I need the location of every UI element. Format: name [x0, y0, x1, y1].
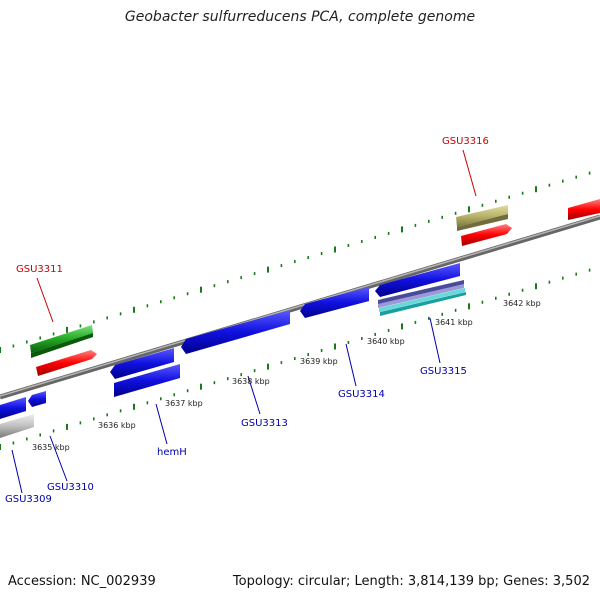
genome-stats-text: Topology: circular; Length: 3,814,139 bp… — [232, 574, 590, 589]
accession-text: Accession: NC_002939 — [8, 574, 156, 589]
label-GSU3310[interactable]: GSU3310 — [47, 482, 94, 493]
tick-label-3641: 3641 kbp — [435, 318, 473, 327]
tick-label-3640: 3640 kbp — [367, 337, 405, 346]
tick-label-3638: 3638 kbp — [232, 377, 270, 386]
label-GSU3314[interactable]: GSU3314 — [338, 389, 385, 400]
cds-blue-4[interactable] — [375, 263, 460, 297]
leader-hemH — [155, 403, 168, 445]
cds-red-3[interactable] — [568, 199, 600, 220]
cds-red-2[interactable] — [461, 224, 512, 246]
label-GSU3315[interactable]: GSU3315 — [420, 366, 467, 377]
tick-row-forward — [0, 171, 591, 353]
tick-label-3639: 3639 kbp — [300, 357, 338, 366]
tick-label-3636: 3636 kbp — [98, 421, 136, 430]
backbone-highlight — [0, 215, 600, 397]
label-GSU3311[interactable]: GSU3311 — [16, 264, 63, 275]
leader-GSU3309 — [11, 449, 23, 494]
gene-GSU3311-green[interactable] — [30, 325, 93, 358]
map-title: Geobacter sulfurreducens PCA, complete g… — [124, 9, 476, 25]
label-GSU3313[interactable]: GSU3313 — [241, 418, 288, 429]
leader-GSU3314 — [345, 343, 357, 387]
leader-GSU3311 — [36, 277, 54, 323]
tick-row-reverse — [0, 268, 591, 450]
cds-blue-GSU3314[interactable] — [300, 287, 369, 318]
leader-GSU3315 — [429, 317, 441, 364]
cds-blue-1[interactable] — [0, 397, 26, 419]
cds-blue-2[interactable] — [28, 391, 46, 407]
cds-blue-GSU3313[interactable] — [181, 310, 290, 354]
tick-label-3642: 3642 kbp — [503, 299, 541, 308]
label-hemH[interactable]: hemH — [157, 447, 187, 458]
leader-GSU3316 — [462, 149, 477, 197]
gene-GSU3316-olive[interactable] — [456, 205, 508, 231]
gene-GSU3315-striped[interactable] — [378, 280, 466, 316]
tick-label-3635: 3635 kbp — [32, 443, 70, 452]
label-GSU3309[interactable]: GSU3309 — [5, 494, 52, 505]
cds-gray-1[interactable] — [0, 414, 34, 438]
label-GSU3316[interactable]: GSU3316 — [442, 136, 489, 147]
cds-red-1[interactable] — [36, 350, 97, 376]
backbone-line — [0, 214, 600, 400]
leader-GSU3313 — [247, 375, 261, 415]
cds-blue-3[interactable] — [110, 348, 174, 379]
cds-blue-hemH[interactable] — [114, 364, 180, 397]
leader-GSU3310 — [49, 435, 68, 482]
tick-label-3637: 3637 kbp — [165, 399, 203, 408]
